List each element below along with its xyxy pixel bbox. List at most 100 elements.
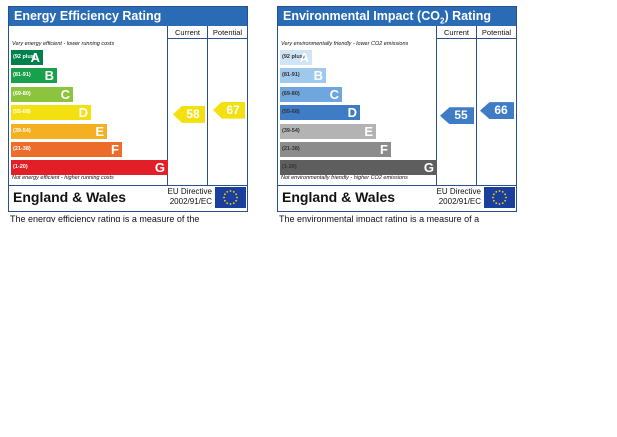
- band-range-label: (81-91): [282, 72, 300, 79]
- flag-star: [223, 193, 226, 196]
- rating-band-d: (55-68) D: [11, 105, 91, 121]
- energy-description-text: The energy efficiency rating is a measur…: [10, 214, 200, 222]
- env-footer: England & Wales EU Directive 2002/91/EC: [278, 185, 516, 211]
- eu-flag-icon: [215, 187, 246, 208]
- env-description-text: The environmental impact rating is a mea…: [279, 214, 480, 222]
- band-letter: F: [111, 142, 119, 157]
- eu-flag-icon: [484, 187, 515, 208]
- env-divider-current: [436, 39, 437, 185]
- energy-grid: Current Potential Very energy efficient …: [9, 26, 247, 186]
- flag-star: [223, 196, 225, 199]
- band-range-label: (55-68): [13, 109, 31, 116]
- band-range-label: (39-54): [13, 127, 31, 134]
- flag-star: [501, 202, 504, 205]
- env-directive: EU Directive 2002/91/EC: [435, 187, 481, 207]
- flag-star: [504, 193, 507, 196]
- rating-band-b: (81-91) B: [11, 68, 57, 84]
- rating-band-f: (21-38) F: [11, 142, 122, 157]
- env-title-sub: 2: [439, 16, 445, 26]
- flag-star: [495, 202, 498, 205]
- band-range-label: (1-20): [13, 164, 28, 171]
- flag-star: [504, 199, 507, 202]
- energy-potential-value: 67: [226, 102, 240, 117]
- energy-note-top: Very energy efficient - lower running co…: [12, 41, 115, 47]
- band-letter: D: [78, 105, 88, 121]
- flag-star: [229, 190, 232, 192]
- band-letter: F: [380, 142, 388, 157]
- band-range-label: (55-68): [282, 109, 300, 116]
- flag-star: [232, 190, 235, 193]
- env-potential-header: Potential: [476, 26, 516, 39]
- band-range-label: (21-38): [13, 146, 31, 152]
- flag-star: [505, 196, 507, 199]
- rating-band-e: (39-54) E: [280, 123, 376, 139]
- energy-panel-title: Energy Efficiency Rating: [9, 7, 247, 26]
- flag-star: [498, 190, 501, 192]
- flag-star: [236, 196, 238, 199]
- env-current-value: 55: [454, 108, 468, 123]
- band-letter: C: [329, 86, 339, 102]
- band-letter: E: [95, 123, 104, 139]
- band-range-label: (81-91): [13, 72, 31, 79]
- band-range-label: (39-54): [282, 127, 300, 134]
- energy-note-bottom: Not energy efficient - higher running co…: [12, 175, 114, 181]
- flag-star: [226, 202, 229, 205]
- rating-band-e: (39-54) E: [11, 123, 107, 139]
- band-range-label: (1-20): [282, 164, 297, 171]
- energy-directive-line2: 2002/91/EC: [169, 197, 212, 206]
- env-panel-title: Environmental Impact (CO2) Rating: [278, 7, 516, 26]
- energy-divider-potential: [207, 39, 208, 185]
- energy-potential-arrow: 67: [213, 101, 245, 119]
- flag-star: [235, 199, 238, 202]
- env-current-arrow: 55: [440, 107, 474, 125]
- energy-current-header: Current: [167, 26, 207, 39]
- band-letter: B: [313, 68, 323, 84]
- flag-star: [492, 196, 494, 199]
- band-letter: D: [347, 105, 357, 121]
- flag-star: [498, 203, 501, 205]
- energy-current-value: 58: [186, 106, 200, 121]
- env-potential-value: 66: [494, 103, 508, 118]
- flag-star: [495, 190, 498, 193]
- env-footer-region: England & Wales: [282, 189, 396, 205]
- flag-star: [232, 202, 235, 205]
- band-range-label: (92 plus): [13, 54, 36, 60]
- flag-star: [223, 199, 226, 202]
- band-letter: A: [30, 50, 40, 65]
- flag-star: [492, 199, 495, 202]
- band-letter: A: [299, 50, 309, 65]
- env-directive-line2: 2002/91/EC: [438, 197, 481, 206]
- band-letter: C: [60, 86, 70, 102]
- env-potential-arrow: 66: [480, 102, 514, 120]
- energy-efficiency-panel: Energy Efficiency Rating Current Potenti…: [8, 6, 248, 212]
- env-title-end: ) Rating: [444, 9, 491, 23]
- band-range-label: (92 plus): [282, 54, 305, 60]
- energy-footer: England & Wales EU Directive 2002/91/EC: [9, 185, 247, 211]
- env-divider-potential: [476, 39, 477, 185]
- env-grid: Current Potential Very environmentally f…: [278, 26, 516, 186]
- band-range-label: (69-80): [13, 90, 31, 97]
- rating-band-d: (55-68) D: [280, 105, 360, 121]
- env-directive-line1: EU Directive: [436, 187, 481, 196]
- flag-star: [501, 190, 504, 193]
- flag-star: [492, 193, 495, 196]
- flag-star: [235, 193, 238, 196]
- energy-divider-current: [167, 39, 168, 185]
- rating-band-b: (81-91) B: [280, 68, 326, 84]
- rating-band-a: (92 plus) A: [11, 50, 43, 65]
- energy-footer-region: England & Wales: [13, 189, 127, 205]
- env-current-header: Current: [436, 26, 476, 39]
- rating-band-g: (1-20) G: [280, 160, 437, 176]
- band-letter: G: [423, 160, 434, 176]
- band-range-label: (69-80): [282, 90, 300, 97]
- energy-grid-bottom: [9, 185, 247, 186]
- rating-band-a: (92 plus) A: [280, 50, 312, 65]
- band-letter: G: [154, 160, 165, 176]
- rating-band-c: (69-80) C: [280, 86, 342, 102]
- rating-band-f: (21-38) F: [280, 142, 391, 157]
- env-note-top: Very environmentally friendly - lower CO…: [281, 41, 409, 47]
- band-range-label: (21-38): [282, 146, 300, 152]
- env-grid-bottom: [278, 185, 516, 186]
- env-title-main: Environmental Impact (CO: [283, 9, 440, 23]
- energy-potential-header: Potential: [207, 26, 247, 39]
